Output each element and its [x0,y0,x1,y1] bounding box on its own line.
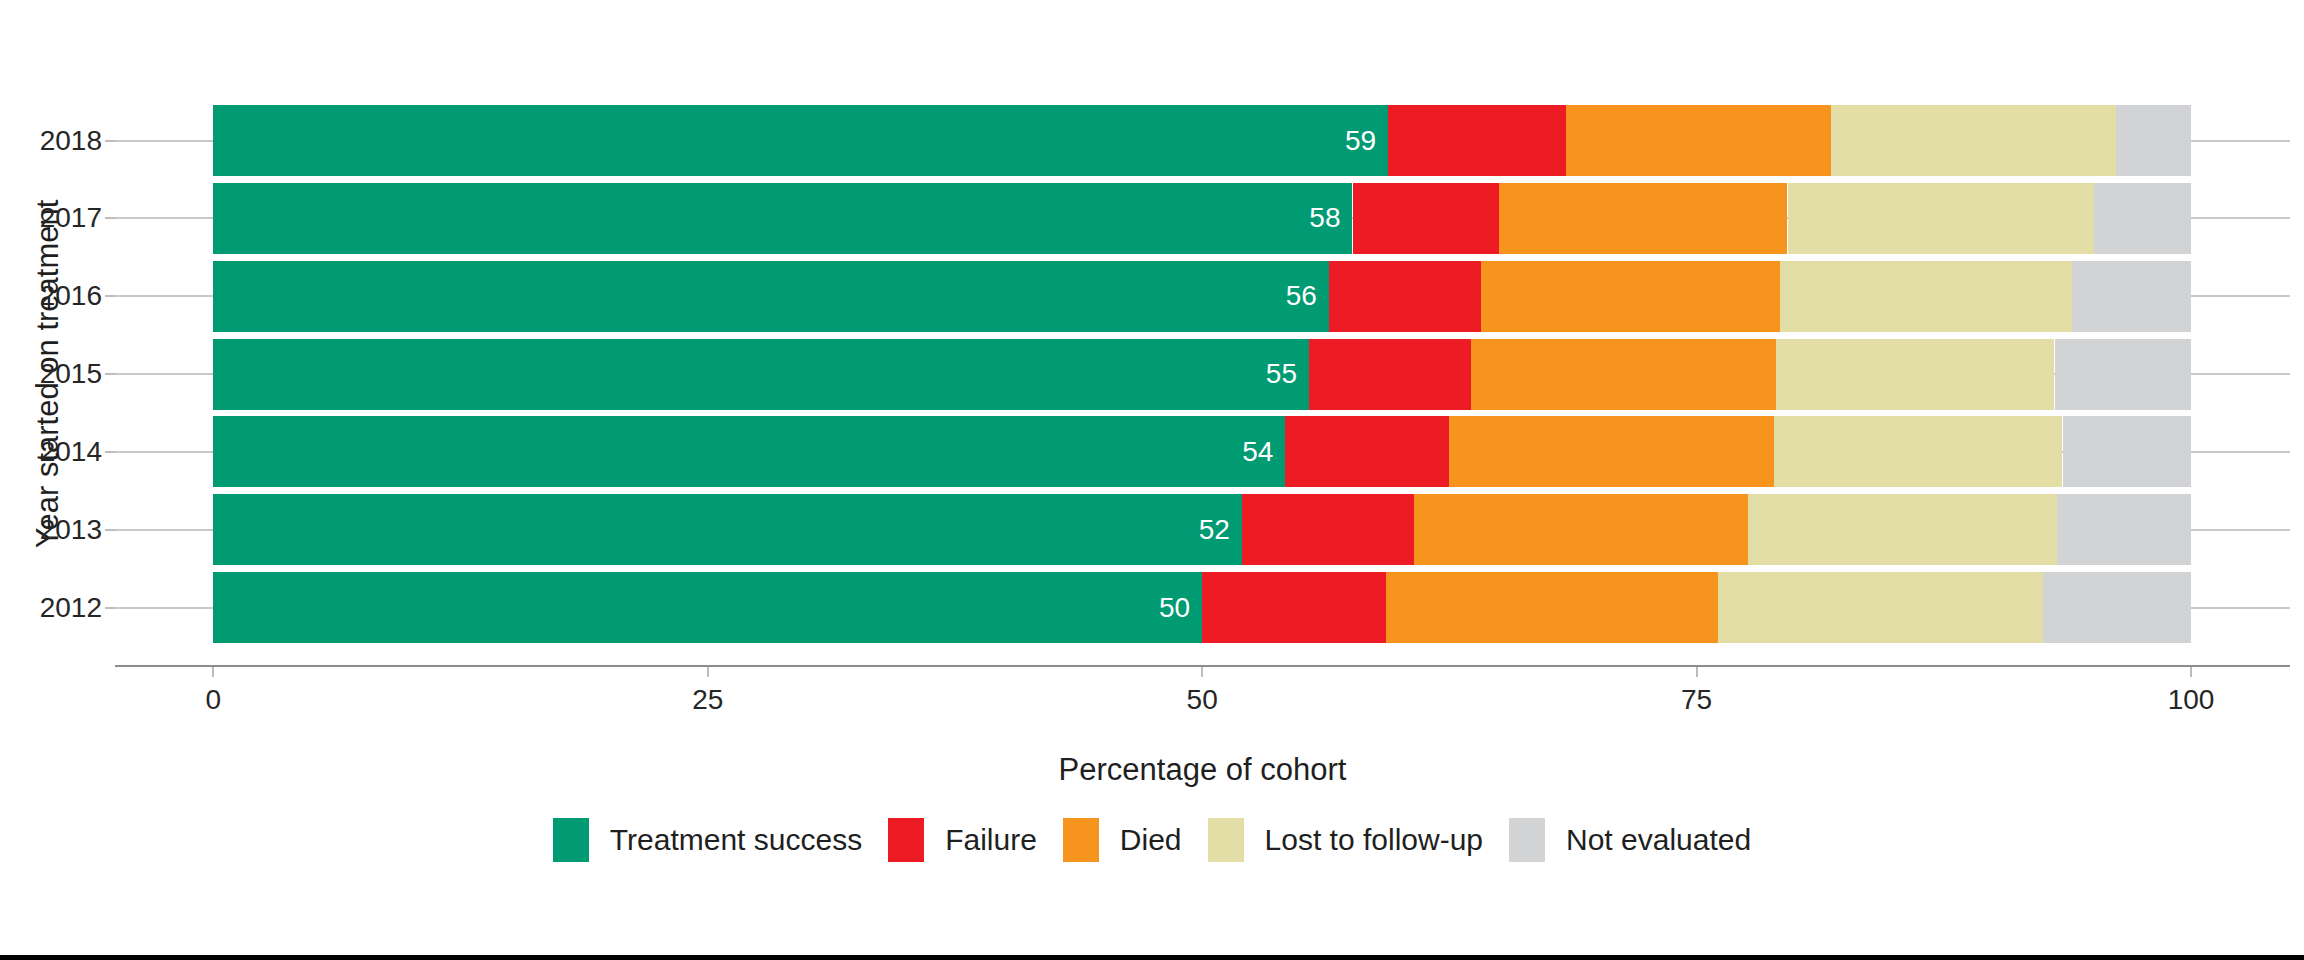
bar-segment [213,183,1352,254]
bar-segment [1566,105,1831,176]
y-tick-mark [105,217,115,219]
bar-segment [1776,339,2055,410]
plot-panel: 59 58 56 55 54 52 50 [0,0,2304,960]
y-tick-label: 2017 [0,201,102,235]
treatment-outcomes-chart: Year started on treatment 59585655545250… [0,0,2304,960]
legend-swatch [1208,818,1244,862]
x-tick-label: 100 [2131,684,2251,716]
bottom-border [0,955,2304,960]
bar-segment [2072,261,2191,332]
x-tick-mark [707,667,709,677]
bar-value-label: 54 [1173,436,1273,468]
bar-value-label: 52 [1130,514,1230,546]
y-tick-label: 2018 [0,124,102,158]
y-tick-label: 2014 [0,435,102,469]
bar-segment [2055,339,2192,410]
x-tick-mark [1201,667,1203,677]
bar-segment [1788,183,2095,254]
x-tick-label: 75 [1637,684,1757,716]
bar-segment [1499,183,1788,254]
legend-item: Lost to follow-up [1208,818,1483,862]
y-tick-mark [105,607,115,609]
x-tick-label: 25 [648,684,768,716]
bar-segment [1481,261,1780,332]
legend-swatch [1509,818,1545,862]
bar-segment [213,105,1388,176]
y-tick-mark [105,373,115,375]
legend-swatch [888,818,924,862]
y-tick-mark [105,295,115,297]
legend-label: Treatment success [610,823,862,857]
bar-segment [1353,183,1499,254]
legend: Treatment success Failure Died Lost to foll… [0,818,2304,862]
bar-segment [1718,572,2042,643]
y-tick-label: 2013 [0,513,102,547]
x-tick-mark [2190,667,2192,677]
bar-segment [213,339,1309,410]
legend-label: Lost to follow-up [1265,823,1483,857]
bar-segment [1388,105,1566,176]
bar-segment [2057,494,2192,565]
legend-item: Not evaluated [1509,818,1751,862]
bar-segment [1831,105,2116,176]
x-tick-mark [212,667,214,677]
bar-segment [213,261,1328,332]
x-tick-mark [1696,667,1698,677]
bar-segment [2063,416,2192,487]
legend-label: Died [1120,823,1182,857]
bar-value-label: 50 [1090,592,1190,624]
bar-segment [1774,416,2063,487]
bar-segment [1242,494,1414,565]
y-tick-label: 2015 [0,357,102,391]
y-tick-mark [105,451,115,453]
bar-value-label: 59 [1276,125,1376,157]
bar-segment [1386,572,1718,643]
legend-label: Not evaluated [1566,823,1751,857]
bar-segment [213,494,1241,565]
bar-segment [2094,183,2191,254]
bar-segment [2116,105,2191,176]
legend-label: Failure [945,823,1037,857]
y-tick-label: 2012 [0,591,102,625]
bar-segment [1780,261,2073,332]
bar-segment [213,572,1202,643]
bar-segment [1309,339,1471,410]
bar-value-label: 56 [1217,280,1317,312]
bar-segment [2043,572,2191,643]
bar-segment [213,416,1285,487]
bar-segment [1414,494,1748,565]
legend-item: Died [1063,818,1182,862]
legend-item: Failure [888,818,1037,862]
x-tick-label: 50 [1142,684,1262,716]
legend-item: Treatment success [553,818,862,862]
legend-swatch [553,818,589,862]
y-tick-label: 2016 [0,279,102,313]
y-tick-mark [105,529,115,531]
bar-segment [1285,416,1449,487]
y-tick-mark [105,140,115,142]
legend-swatch [1063,818,1099,862]
bar-value-label: 58 [1241,202,1341,234]
bar-value-label: 55 [1197,358,1297,390]
x-tick-label: 0 [153,684,273,716]
bar-segment [1329,261,1481,332]
bar-segment [1449,416,1773,487]
bar-segment [1748,494,2057,565]
x-axis-title: Percentage of cohort [115,752,2290,788]
bar-segment [1471,339,1776,410]
bar-segment [1202,572,1386,643]
